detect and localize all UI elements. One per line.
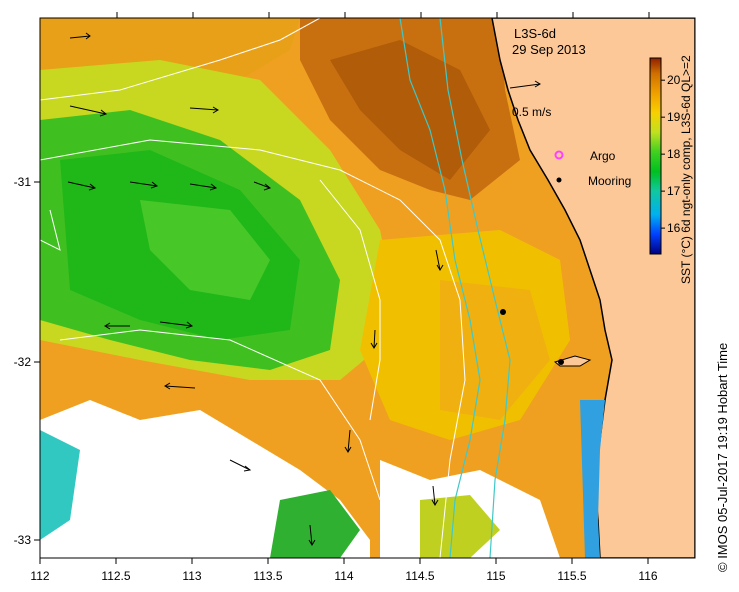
- x-tick-label: 116: [638, 569, 657, 583]
- contour-1: [40, 18, 321, 101]
- vector-arrow-head: [209, 183, 218, 191]
- vector-arrow-head: [185, 321, 194, 329]
- vector-arrow-head: [104, 322, 111, 330]
- vector-arrow: [159, 321, 193, 327]
- scale-arrow: [509, 80, 541, 89]
- vector-arrow-head: [436, 264, 444, 271]
- vector-arrow-head: [263, 183, 272, 191]
- x-tick-label: 114.5: [405, 569, 434, 583]
- vector-arrow-head: [99, 109, 108, 117]
- colorbar-ticks: 16 17 18 19 20: [661, 73, 681, 235]
- sst-coastal-cool: [580, 400, 605, 558]
- vector-arrow-head: [243, 465, 252, 472]
- sst-warmest: [330, 40, 490, 180]
- credit-text: © IMOS 05-Jul-2017 19:19 Hobart Time: [715, 343, 730, 572]
- x-tick-label: 113: [182, 569, 201, 583]
- mooring-point: [500, 309, 506, 315]
- colorbar-tick-label: 18: [667, 147, 681, 161]
- vector-arrow-head: [164, 382, 171, 390]
- colorbar-tick-label: 17: [667, 184, 681, 198]
- scale-label: 0.5 m/s: [512, 105, 551, 119]
- vector-arrow: [189, 183, 217, 189]
- vector-arrow-head: [85, 32, 91, 40]
- legend: Argo Mooring: [554, 149, 631, 188]
- vector-arrow: [309, 524, 313, 546]
- map-area: [40, 18, 695, 558]
- colorbar-tick-label: 16: [667, 221, 681, 235]
- sst-sw-cyan: [40, 430, 80, 540]
- sst-south-green: [270, 490, 360, 558]
- isobath-50m: [439, 18, 511, 558]
- vector-arrow: [67, 181, 96, 189]
- sst-shelf-orange: [440, 280, 550, 420]
- land-western-australia: [491, 18, 695, 558]
- x-tick-label: 113.5: [253, 569, 282, 583]
- mooring-marker: [556, 177, 562, 183]
- argo-marker: [554, 150, 564, 160]
- vector-arrow: [373, 329, 376, 349]
- scale-arrow-head: [534, 80, 541, 88]
- colorbar-tick-label: 20: [667, 73, 681, 87]
- vector-arrow: [347, 429, 351, 453]
- colorbar-gradient: [649, 57, 662, 255]
- vector-arrow-head: [212, 106, 219, 114]
- y-tick-label: -33: [14, 533, 32, 547]
- vector-arrow: [69, 35, 91, 39]
- contour-4: [59, 329, 381, 501]
- vector-arrow: [435, 249, 441, 271]
- mooring-label: Mooring: [588, 174, 631, 188]
- vector-arrow-head: [344, 446, 352, 453]
- y-tick-label: -31: [14, 175, 32, 189]
- sst-south-yellow: [420, 495, 500, 558]
- colorbar-label: SST (°C) 6d ngt-only comp, L3S-6d QL>=2: [679, 55, 693, 284]
- colorbar-tick-label: 19: [667, 110, 681, 124]
- vector-arrow: [432, 485, 436, 506]
- vector-arrow-head: [431, 499, 439, 506]
- contour-2: [40, 139, 466, 558]
- y-axis-ticks: -31 -32 -33: [14, 175, 40, 547]
- vector-arrow: [189, 107, 219, 111]
- vector-arrow-head: [370, 342, 378, 349]
- sst-eddy: [140, 200, 270, 300]
- vector-arrow: [229, 459, 251, 471]
- y-tick-label: -32: [14, 355, 32, 369]
- scale-arrow-line: [509, 83, 541, 89]
- vector-arrow-head: [88, 183, 97, 191]
- mooring-point: [558, 359, 564, 365]
- vector-arrow: [129, 181, 158, 187]
- vector-arrow: [253, 181, 271, 189]
- plot-frame: [39, 17, 696, 559]
- argo-label: Argo: [590, 149, 616, 163]
- x-tick-label: 114: [334, 569, 353, 583]
- isobath-200m: [399, 18, 481, 558]
- x-tick-label: 112.5: [101, 569, 130, 583]
- vector-arrow-head: [150, 181, 159, 189]
- vector-arrow-head: [308, 539, 316, 546]
- vector-arrow: [164, 385, 196, 389]
- date-label: 29 Sep 2013: [512, 42, 586, 57]
- x-tick-label: 115.5: [557, 569, 586, 583]
- current-vectors: [67, 32, 444, 546]
- x-tick-label: 115: [486, 569, 505, 583]
- contour-3: [40, 209, 61, 251]
- x-axis-ticks: 112 112.5 113 113.5 114 114.5 115 115.5 116: [30, 558, 658, 583]
- island: [553, 355, 592, 367]
- product-label: L3S-6d: [514, 26, 556, 41]
- x-tick-label: 112: [30, 569, 49, 583]
- vector-arrow: [69, 105, 107, 115]
- colorbar: 16 17 18 19 20 SST (°C) 6d ngt-only comp, L3…: [649, 55, 693, 284]
- contour-5: [319, 179, 381, 421]
- top-ticks: [116, 12, 650, 18]
